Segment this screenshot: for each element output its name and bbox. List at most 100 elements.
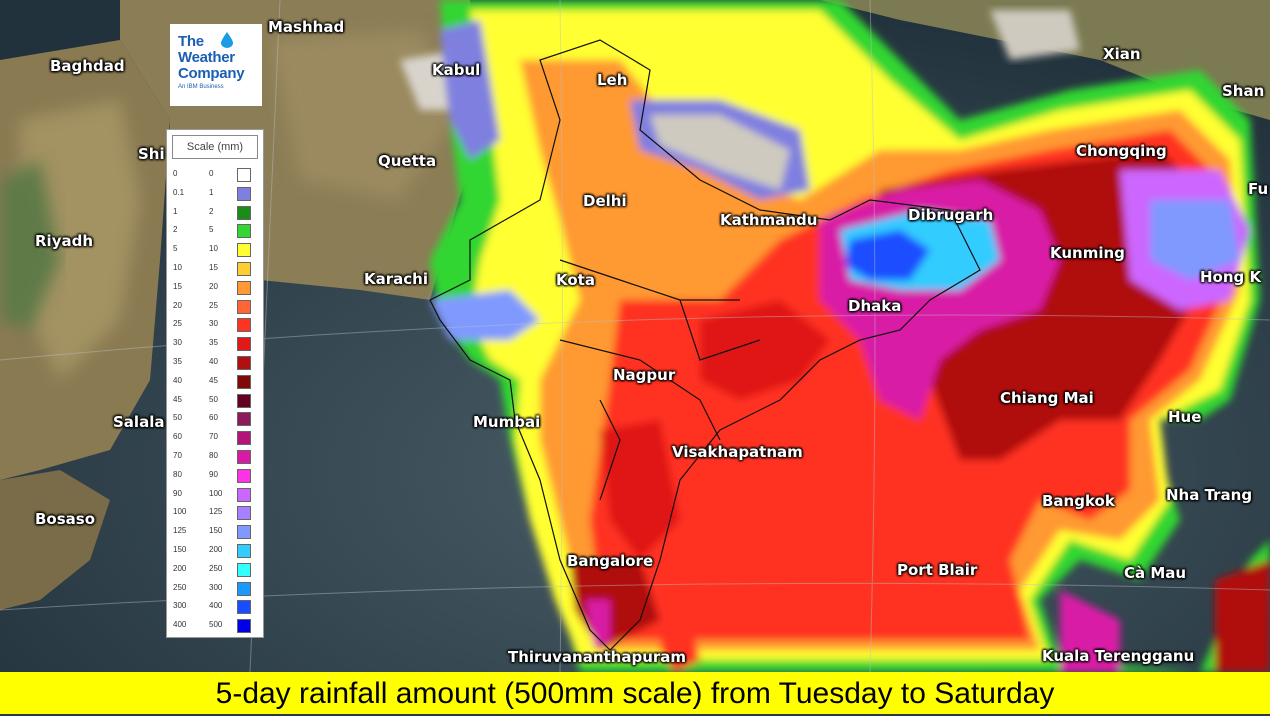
city-label-chongqing: Chongqing bbox=[1076, 142, 1167, 160]
legend-color-swatch bbox=[237, 280, 251, 295]
legend-row: 5 10 bbox=[167, 241, 265, 259]
city-label-kathmandu: Kathmandu bbox=[720, 211, 818, 229]
city-label-thiruvananthapuram: Thiruvananthapuram bbox=[508, 648, 687, 666]
legend-row: 35 40 bbox=[167, 354, 265, 372]
legend-row: 10 15 bbox=[167, 260, 265, 278]
legend-color-swatch bbox=[237, 168, 251, 182]
city-label-xian: Xian bbox=[1103, 45, 1141, 63]
legend-row: 125 150 bbox=[167, 523, 265, 541]
city-label-chiang-mai: Chiang Mai bbox=[1000, 389, 1094, 407]
legend-range-high: 30 bbox=[209, 319, 218, 329]
rainfall-scale-legend: Scale (mm) 0 0 0.1 1 1 2 2 5 5 10 10 15 15 20 20 25 25 30… bbox=[166, 129, 264, 638]
legend-row: 250 300 bbox=[167, 580, 265, 598]
legend-range-low: 0.1 bbox=[173, 187, 185, 197]
legend-range-high: 250 bbox=[209, 563, 223, 573]
city-label-kabul: Kabul bbox=[432, 61, 481, 79]
legend-range-high: 200 bbox=[209, 545, 223, 554]
map-caption: 5-day rainfall amount (500mm scale) from… bbox=[0, 672, 1270, 714]
legend-range-low: 15 bbox=[173, 281, 182, 291]
legend-row: 200 250 bbox=[167, 561, 265, 579]
legend-range-low: 300 bbox=[173, 601, 187, 611]
legend-color-swatch bbox=[237, 318, 251, 333]
legend-range-high: 100 bbox=[209, 488, 223, 498]
legend-color-swatch bbox=[237, 393, 251, 408]
legend-range-low: 45 bbox=[173, 394, 182, 404]
legend-range-high: 15 bbox=[209, 263, 218, 272]
city-label-bosaso: Bosaso bbox=[35, 510, 96, 528]
city-label-hue: Hue bbox=[1168, 408, 1202, 426]
legend-row: 30 35 bbox=[167, 335, 265, 353]
city-label-delhi: Delhi bbox=[583, 192, 627, 210]
legend-row: 25 30 bbox=[167, 316, 265, 334]
legend-color-swatch bbox=[237, 506, 251, 521]
legend-range-high: 500 bbox=[209, 620, 223, 630]
legend-range-low: 10 bbox=[173, 263, 182, 272]
legend-range-high: 90 bbox=[209, 469, 218, 479]
legend-range-high: 125 bbox=[209, 507, 223, 517]
legend-title: Scale (mm) bbox=[172, 135, 258, 159]
water-drop-icon bbox=[221, 32, 233, 48]
city-label-kunming: Kunming bbox=[1050, 244, 1125, 262]
city-label-karachi: Karachi bbox=[364, 270, 428, 288]
legend-range-low: 90 bbox=[173, 488, 182, 498]
legend-color-swatch bbox=[237, 487, 251, 502]
legend-color-swatch bbox=[237, 243, 251, 258]
city-label-nha-trang: Nha Trang bbox=[1166, 486, 1253, 504]
legend-range-high: 45 bbox=[209, 375, 218, 385]
legend-range-low: 400 bbox=[173, 620, 187, 630]
legend-color-swatch bbox=[237, 431, 251, 446]
city-label-riyadh: Riyadh bbox=[35, 232, 94, 250]
legend-color-swatch bbox=[237, 374, 251, 389]
legend-row: 100 125 bbox=[167, 504, 265, 522]
legend-range-low: 30 bbox=[173, 338, 182, 348]
legend-range-high: 25 bbox=[209, 300, 218, 310]
legend-range-high: 2 bbox=[209, 206, 214, 216]
legend-row: 400 500 bbox=[167, 617, 265, 635]
legend-row: 40 45 bbox=[167, 373, 265, 391]
city-label-visakhapatnam: Visakhapatnam bbox=[672, 443, 803, 461]
legend-row: 20 25 bbox=[167, 298, 265, 316]
legend-range-high: 40 bbox=[209, 357, 218, 366]
legend-color-swatch bbox=[237, 205, 251, 220]
legend-range-low: 35 bbox=[173, 357, 182, 366]
city-label-shan: Shan bbox=[1222, 82, 1265, 100]
city-label-quetta: Quetta bbox=[378, 152, 437, 170]
city-label-ca-mau: Cà Mau bbox=[1124, 564, 1187, 582]
legend-range-low: 25 bbox=[173, 319, 182, 329]
logo-line-1: The bbox=[178, 33, 204, 50]
legend-range-low: 200 bbox=[173, 563, 187, 573]
legend-row: 15 20 bbox=[167, 279, 265, 297]
legend-row: 50 60 bbox=[167, 410, 265, 428]
legend-range-high: 1 bbox=[209, 187, 214, 197]
city-label-mashhad: Mashhad bbox=[268, 18, 345, 36]
legend-color-swatch bbox=[237, 600, 251, 615]
legend-range-low: 150 bbox=[173, 545, 187, 554]
legend-row: 45 50 bbox=[167, 392, 265, 410]
legend-range-high: 50 bbox=[209, 394, 218, 404]
city-label-baghdad: Baghdad bbox=[50, 57, 125, 75]
legend-range-low: 70 bbox=[173, 451, 182, 460]
legend-range-high: 5 bbox=[209, 225, 214, 235]
city-label-leh: Leh bbox=[597, 71, 628, 89]
legend-range-low: 20 bbox=[173, 300, 182, 310]
city-label-fu: Fu bbox=[1248, 180, 1269, 198]
legend-range-low: 100 bbox=[173, 507, 187, 517]
legend-range-high: 10 bbox=[209, 244, 218, 254]
legend-color-swatch bbox=[237, 562, 251, 577]
legend-range-low: 2 bbox=[173, 225, 178, 235]
city-label-bangalore: Bangalore bbox=[567, 552, 654, 570]
legend-range-low: 50 bbox=[173, 413, 182, 423]
legend-range-low: 80 bbox=[173, 469, 182, 479]
legend-color-swatch bbox=[237, 450, 251, 464]
legend-color-swatch bbox=[237, 299, 251, 314]
legend-color-swatch bbox=[237, 525, 251, 540]
legend-color-swatch bbox=[237, 581, 251, 596]
legend-range-low: 5 bbox=[173, 244, 178, 254]
legend-range-high: 20 bbox=[209, 281, 218, 291]
legend-range-high: 400 bbox=[209, 601, 223, 611]
legend-range-high: 300 bbox=[209, 582, 223, 592]
city-label-mumbai: Mumbai bbox=[473, 413, 541, 431]
